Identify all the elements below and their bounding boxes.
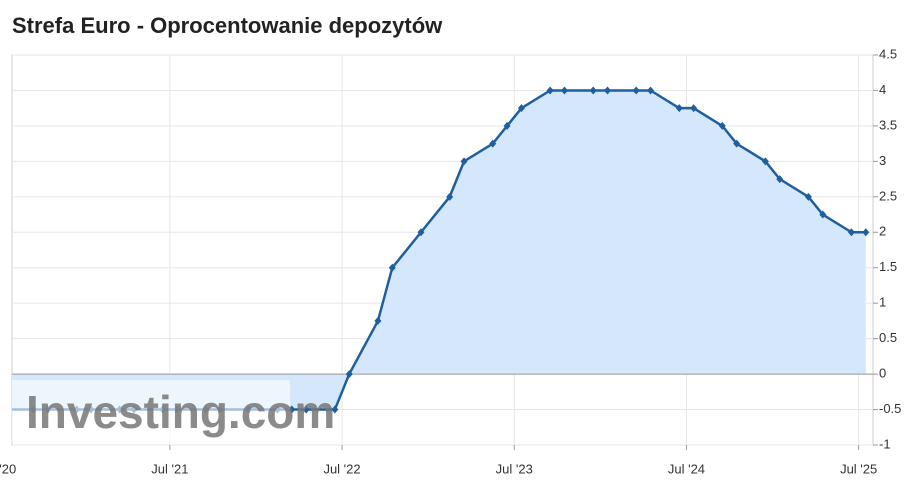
y-tick-label: 0.5 — [879, 330, 897, 345]
point — [733, 139, 741, 148]
point — [604, 86, 612, 95]
point — [847, 228, 855, 237]
x-tick-label: Jul '23 — [496, 461, 533, 476]
point — [331, 405, 339, 414]
y-tick-label: -0.5 — [879, 401, 901, 416]
point — [589, 86, 597, 95]
point — [776, 175, 784, 184]
point — [690, 104, 698, 113]
point — [1, 406, 8, 414]
point — [417, 228, 425, 237]
y-tick-label: 1 — [879, 295, 886, 310]
point — [517, 104, 525, 113]
x-tick-label: Jul '25 — [840, 461, 877, 476]
point — [675, 104, 683, 113]
point — [804, 192, 812, 201]
point — [718, 121, 726, 130]
point — [446, 192, 454, 201]
point — [489, 139, 497, 148]
x-tick-label: Jul '21 — [151, 461, 188, 476]
x-tick-label: Jul '22 — [323, 461, 360, 476]
y-tick-label: 4.5 — [879, 46, 897, 61]
y-tick-label: 4 — [879, 82, 886, 97]
point — [374, 316, 382, 325]
y-tick-label: 3.5 — [879, 117, 897, 132]
point — [862, 228, 870, 237]
y-tick-label: 2 — [879, 224, 886, 239]
y-tick-label: 1.5 — [879, 259, 897, 274]
axes: 4.5 4 3.5 3 2.5 2 1.5 1 0.5 0 -0.5 -1 Jul '20 Jul '21… — [0, 46, 901, 476]
point — [460, 157, 468, 166]
point — [503, 121, 511, 130]
point — [632, 86, 640, 95]
point — [345, 370, 353, 379]
x-tick-label: Jul '20 — [0, 461, 16, 476]
point — [819, 210, 827, 219]
point — [647, 86, 655, 95]
y-tick-label: 2.5 — [879, 188, 897, 203]
point — [761, 157, 769, 166]
watermark-bg — [12, 380, 290, 442]
point — [288, 405, 296, 414]
point — [388, 263, 396, 272]
x-tick-label: Jul '24 — [668, 461, 705, 476]
point — [302, 405, 310, 414]
area — [12, 90, 866, 410]
y-tick-label: -1 — [879, 436, 891, 451]
y-tick-label: 0 — [879, 366, 886, 381]
y-tick-label: 3 — [879, 153, 886, 168]
point — [560, 86, 568, 95]
plot: Investing.com — [1, 86, 873, 442]
chart-title: Strefa Euro - Oprocentowanie depozytów — [12, 13, 443, 38]
watermark: Investing.com — [26, 386, 335, 438]
point — [546, 86, 554, 95]
